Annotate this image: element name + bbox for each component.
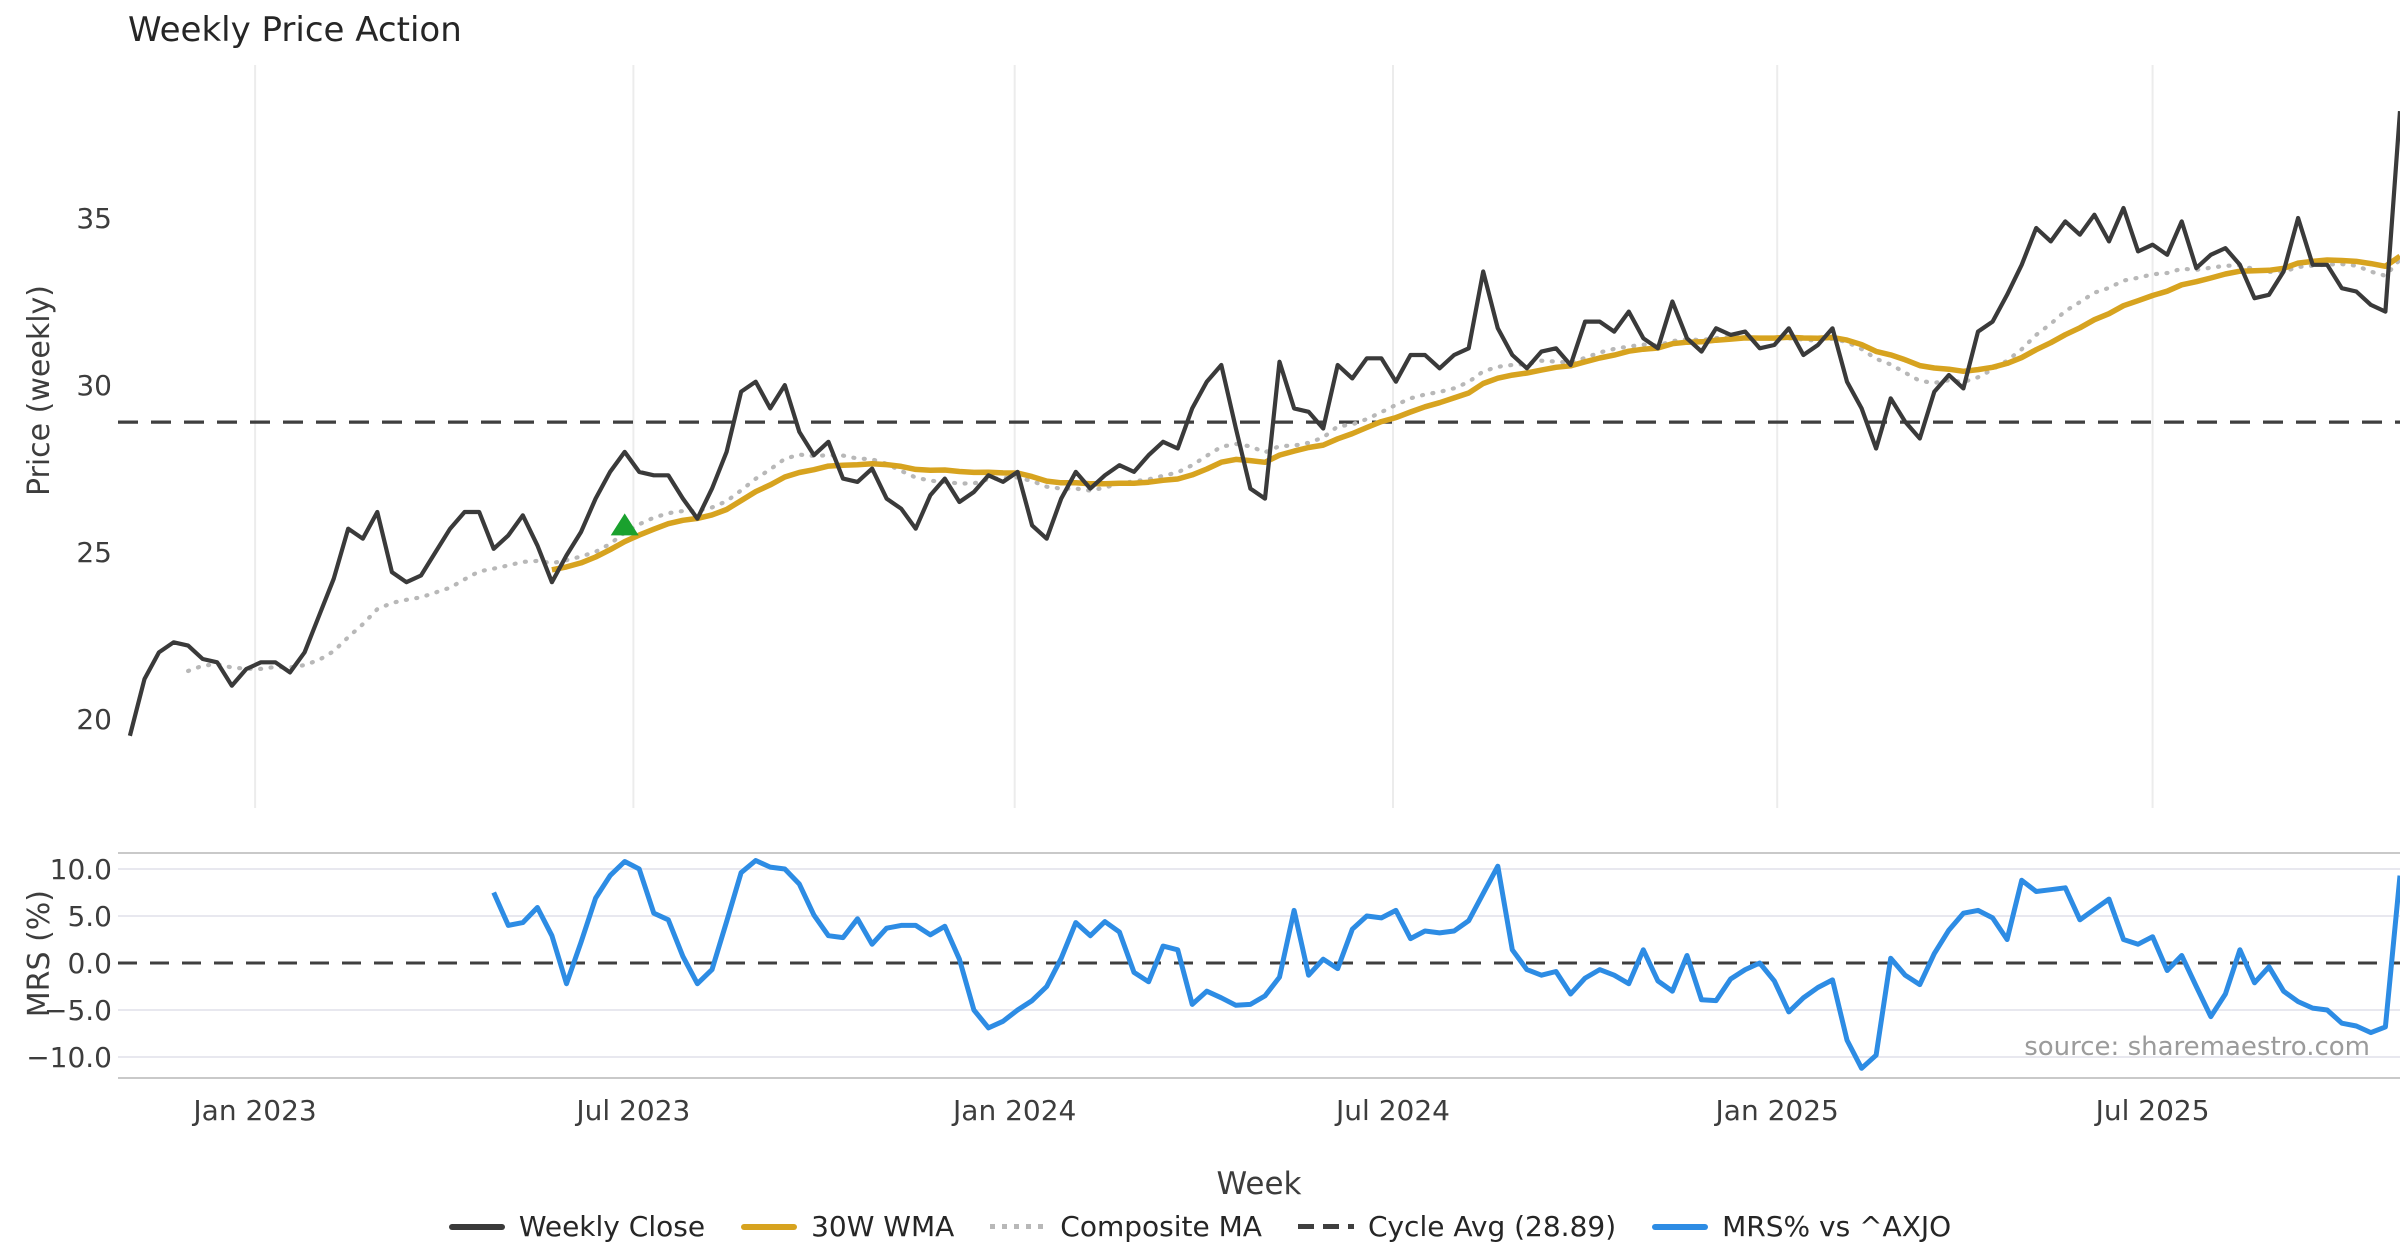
mrs-axis-label: MRS (%) bbox=[22, 890, 57, 1018]
x-tick-label: Jul 2025 bbox=[2094, 1094, 2210, 1127]
mrs-line-swatch-icon bbox=[1652, 1223, 1709, 1230]
mrs-y-tick-label: −10.0 bbox=[26, 1041, 112, 1074]
mrs-y-tick-label: 0.0 bbox=[67, 947, 112, 980]
price-y-tick-label: 25 bbox=[76, 536, 112, 569]
legend-label: MRS% vs ^AXJO bbox=[1722, 1210, 1952, 1243]
source-attribution: source: sharemaestro.com bbox=[2024, 1032, 2370, 1062]
cycle-avg-swatch-icon bbox=[1297, 1224, 1354, 1229]
chart-title: Weekly Price Action bbox=[128, 10, 462, 50]
wma-30w-line bbox=[551, 253, 2400, 573]
x-tick-label: Jan 2024 bbox=[951, 1094, 1076, 1127]
legend-item-composite-ma: Composite MA bbox=[990, 1210, 1262, 1243]
price-y-tick-label: 20 bbox=[76, 703, 112, 736]
x-tick-label: Jul 2023 bbox=[574, 1094, 690, 1127]
buy-signal-triangle-icon bbox=[610, 513, 639, 536]
legend-item-mrs: MRS% vs ^AXJO bbox=[1652, 1210, 1951, 1243]
weekly-close-line bbox=[127, 110, 2400, 737]
composite-ma-line bbox=[186, 257, 2400, 674]
legend: Weekly Close 30W WMA Composite MA Cycle … bbox=[0, 1210, 2400, 1243]
x-tick-label: Jul 2024 bbox=[1334, 1094, 1450, 1127]
mrs-line bbox=[491, 858, 2400, 1071]
x-tick-label: Jan 2023 bbox=[191, 1094, 316, 1127]
legend-item-weekly-close: Weekly Close bbox=[448, 1210, 706, 1243]
weekly-close-line-swatch-icon bbox=[448, 1223, 505, 1230]
x-tick-label: Jan 2025 bbox=[1714, 1094, 1839, 1127]
price-y-tick-label: 30 bbox=[76, 369, 112, 402]
mrs-y-tick-label: 5.0 bbox=[67, 900, 112, 933]
price-y-tick-label: 35 bbox=[76, 202, 112, 235]
legend-item-cycle-avg: Cycle Avg (28.89) bbox=[1297, 1210, 1617, 1243]
legend-label: 30W WMA bbox=[811, 1210, 955, 1243]
mrs-y-tick-label: 10.0 bbox=[50, 853, 112, 886]
price-axis-label: Price (weekly) bbox=[22, 285, 57, 497]
legend-label: Weekly Close bbox=[518, 1210, 706, 1243]
legend-item-30w-wma: 30W WMA bbox=[741, 1210, 954, 1243]
wma-line-swatch-icon bbox=[741, 1223, 798, 1230]
legend-label: Cycle Avg (28.89) bbox=[1367, 1210, 1617, 1243]
legend-label: Composite MA bbox=[1060, 1210, 1262, 1243]
composite-ma-swatch-icon bbox=[990, 1224, 1047, 1229]
mrs-y-tick-label: −5.0 bbox=[44, 994, 112, 1027]
x-axis-label: Week bbox=[1216, 1166, 1302, 1202]
